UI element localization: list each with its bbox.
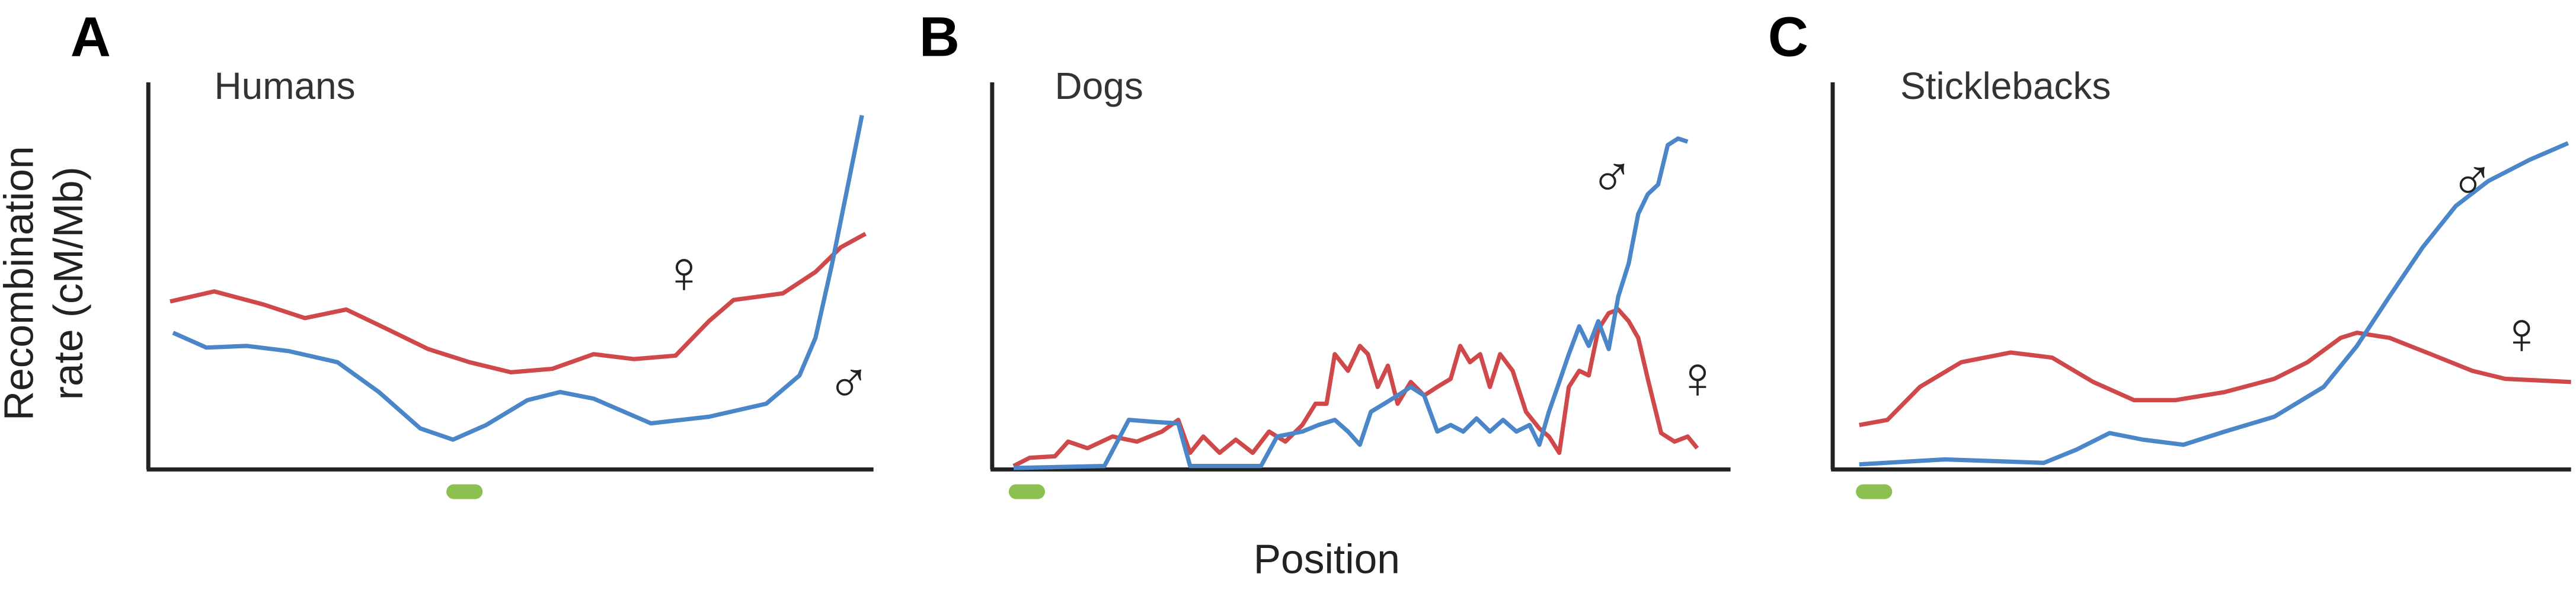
- position-marker: [1856, 484, 1893, 499]
- series-label: ♀: [2500, 300, 2544, 366]
- curve: [1013, 136, 1689, 470]
- series-label: ♀: [1675, 345, 1720, 411]
- panel-letter: A: [71, 6, 111, 69]
- curve: [1859, 141, 2569, 467]
- position-marker: [1008, 484, 1046, 499]
- position-marker: [446, 484, 483, 499]
- series-label: ♀: [661, 239, 706, 306]
- series-label: ♂: [826, 350, 871, 416]
- panel-letter: B: [919, 6, 960, 69]
- curve: [170, 232, 867, 375]
- curve: [1012, 307, 1699, 468]
- x-axis-label: Position: [1254, 536, 1400, 582]
- y-axis-label: Recombination rate (cM/Mb): [0, 146, 92, 421]
- panel-title: Humans: [214, 65, 355, 107]
- panel-title: Dogs: [1055, 65, 1143, 107]
- panel-title: Sticklebacks: [1900, 65, 2111, 107]
- series-label: ♂: [1590, 143, 1634, 210]
- series-label: ♂: [2450, 147, 2494, 213]
- curve: [172, 114, 864, 442]
- panel-letter: C: [1768, 6, 1808, 69]
- curve: [1859, 331, 2571, 427]
- y-axis-label-box: Recombination rate (cM/Mb): [0, 146, 92, 421]
